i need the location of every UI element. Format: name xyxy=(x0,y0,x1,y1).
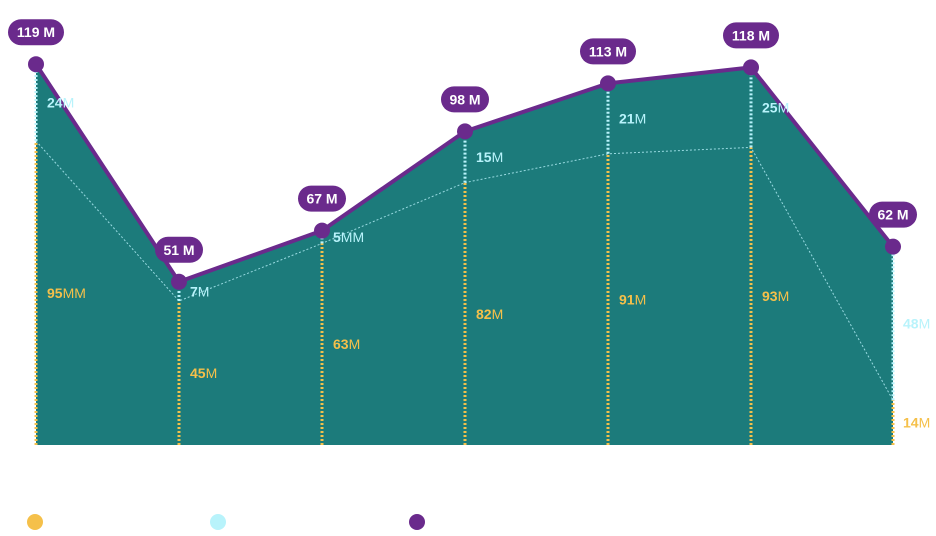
total-value-label: 113 M xyxy=(589,43,627,59)
total-label-pill xyxy=(8,19,64,46)
total-value-label: 98 M xyxy=(449,91,480,107)
upper-value-label: 25M xyxy=(762,99,789,115)
lower-value-label: 45M xyxy=(190,365,217,381)
lower-value-label: 95MM xyxy=(47,285,86,301)
total-value-label: 119 M xyxy=(17,24,55,40)
upper-value-label: 5MM xyxy=(333,229,364,245)
total-value-label: 118 M xyxy=(732,27,770,43)
total-point xyxy=(457,123,473,140)
total-value-label: 67 M xyxy=(306,191,337,207)
total-label-pill xyxy=(155,236,203,263)
total-label-pill xyxy=(580,38,636,65)
legend-dot-yellow-icon xyxy=(27,514,43,530)
total-point xyxy=(171,273,187,290)
upper-value-label: 21M xyxy=(619,111,646,127)
upper-value-label: 7M xyxy=(190,283,209,299)
total-label-pill xyxy=(441,86,489,113)
total-label-pill xyxy=(723,22,779,49)
lower-value-label: 93M xyxy=(762,288,789,304)
legend-dot-purple-icon xyxy=(409,514,425,530)
lower-value-label: 91M xyxy=(619,291,646,307)
legend-dot-cyan-icon xyxy=(210,514,226,530)
upper-value-label: 24M xyxy=(47,95,74,111)
total-point xyxy=(600,75,616,92)
lower-value-label: 63M xyxy=(333,336,360,352)
lower-value-label: 82M xyxy=(476,306,503,322)
total-value-label: 62 M xyxy=(877,207,908,223)
total-point xyxy=(885,238,901,255)
lower-value-label: 14M xyxy=(903,415,930,431)
total-point xyxy=(28,56,44,73)
total-label-pill xyxy=(298,185,346,212)
total-value-label: 51 M xyxy=(163,242,194,258)
total-point xyxy=(314,222,330,239)
total-point xyxy=(743,59,759,76)
upper-value-label: 48M xyxy=(903,315,930,331)
upper-value-label: 15M xyxy=(476,149,503,165)
total-label-pill xyxy=(869,201,917,228)
area-fill xyxy=(36,64,893,445)
